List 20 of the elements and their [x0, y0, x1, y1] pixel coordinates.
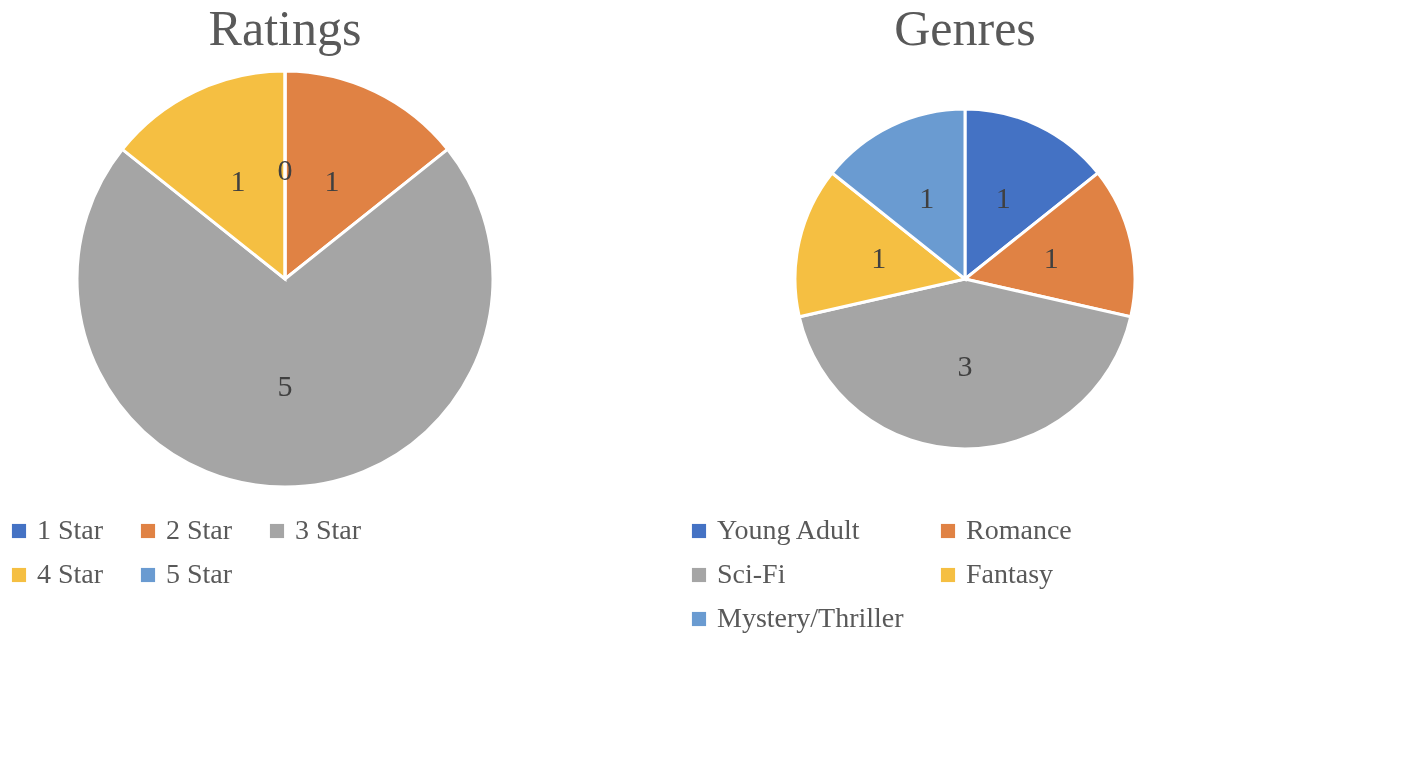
- legend-label: Young Adult: [717, 514, 860, 545]
- legend-label: Sci-Fi: [717, 558, 786, 589]
- legend-label: Mystery/Thriller: [717, 602, 905, 633]
- chart-title: Genres: [894, 0, 1036, 56]
- legend-label: Romance: [966, 514, 1072, 545]
- legend-label: 4 Star: [37, 558, 104, 589]
- data-label: 1: [1043, 241, 1059, 275]
- data-label: 1: [995, 181, 1011, 215]
- data-label: 3: [957, 349, 973, 383]
- data-label: 1: [324, 163, 340, 197]
- chart-title: Ratings: [208, 0, 362, 56]
- legend-label: 3 Star: [295, 514, 362, 545]
- data-label: 1: [871, 241, 887, 275]
- data-label: 1: [230, 163, 246, 197]
- legend-label: 2 Star: [166, 514, 233, 545]
- legend-label: 1 Star: [37, 514, 104, 545]
- legend-label: Fantasy: [966, 558, 1054, 589]
- data-label: 5: [277, 369, 293, 403]
- data-label: 1: [919, 181, 935, 215]
- legend-label: 5 Star: [166, 558, 233, 589]
